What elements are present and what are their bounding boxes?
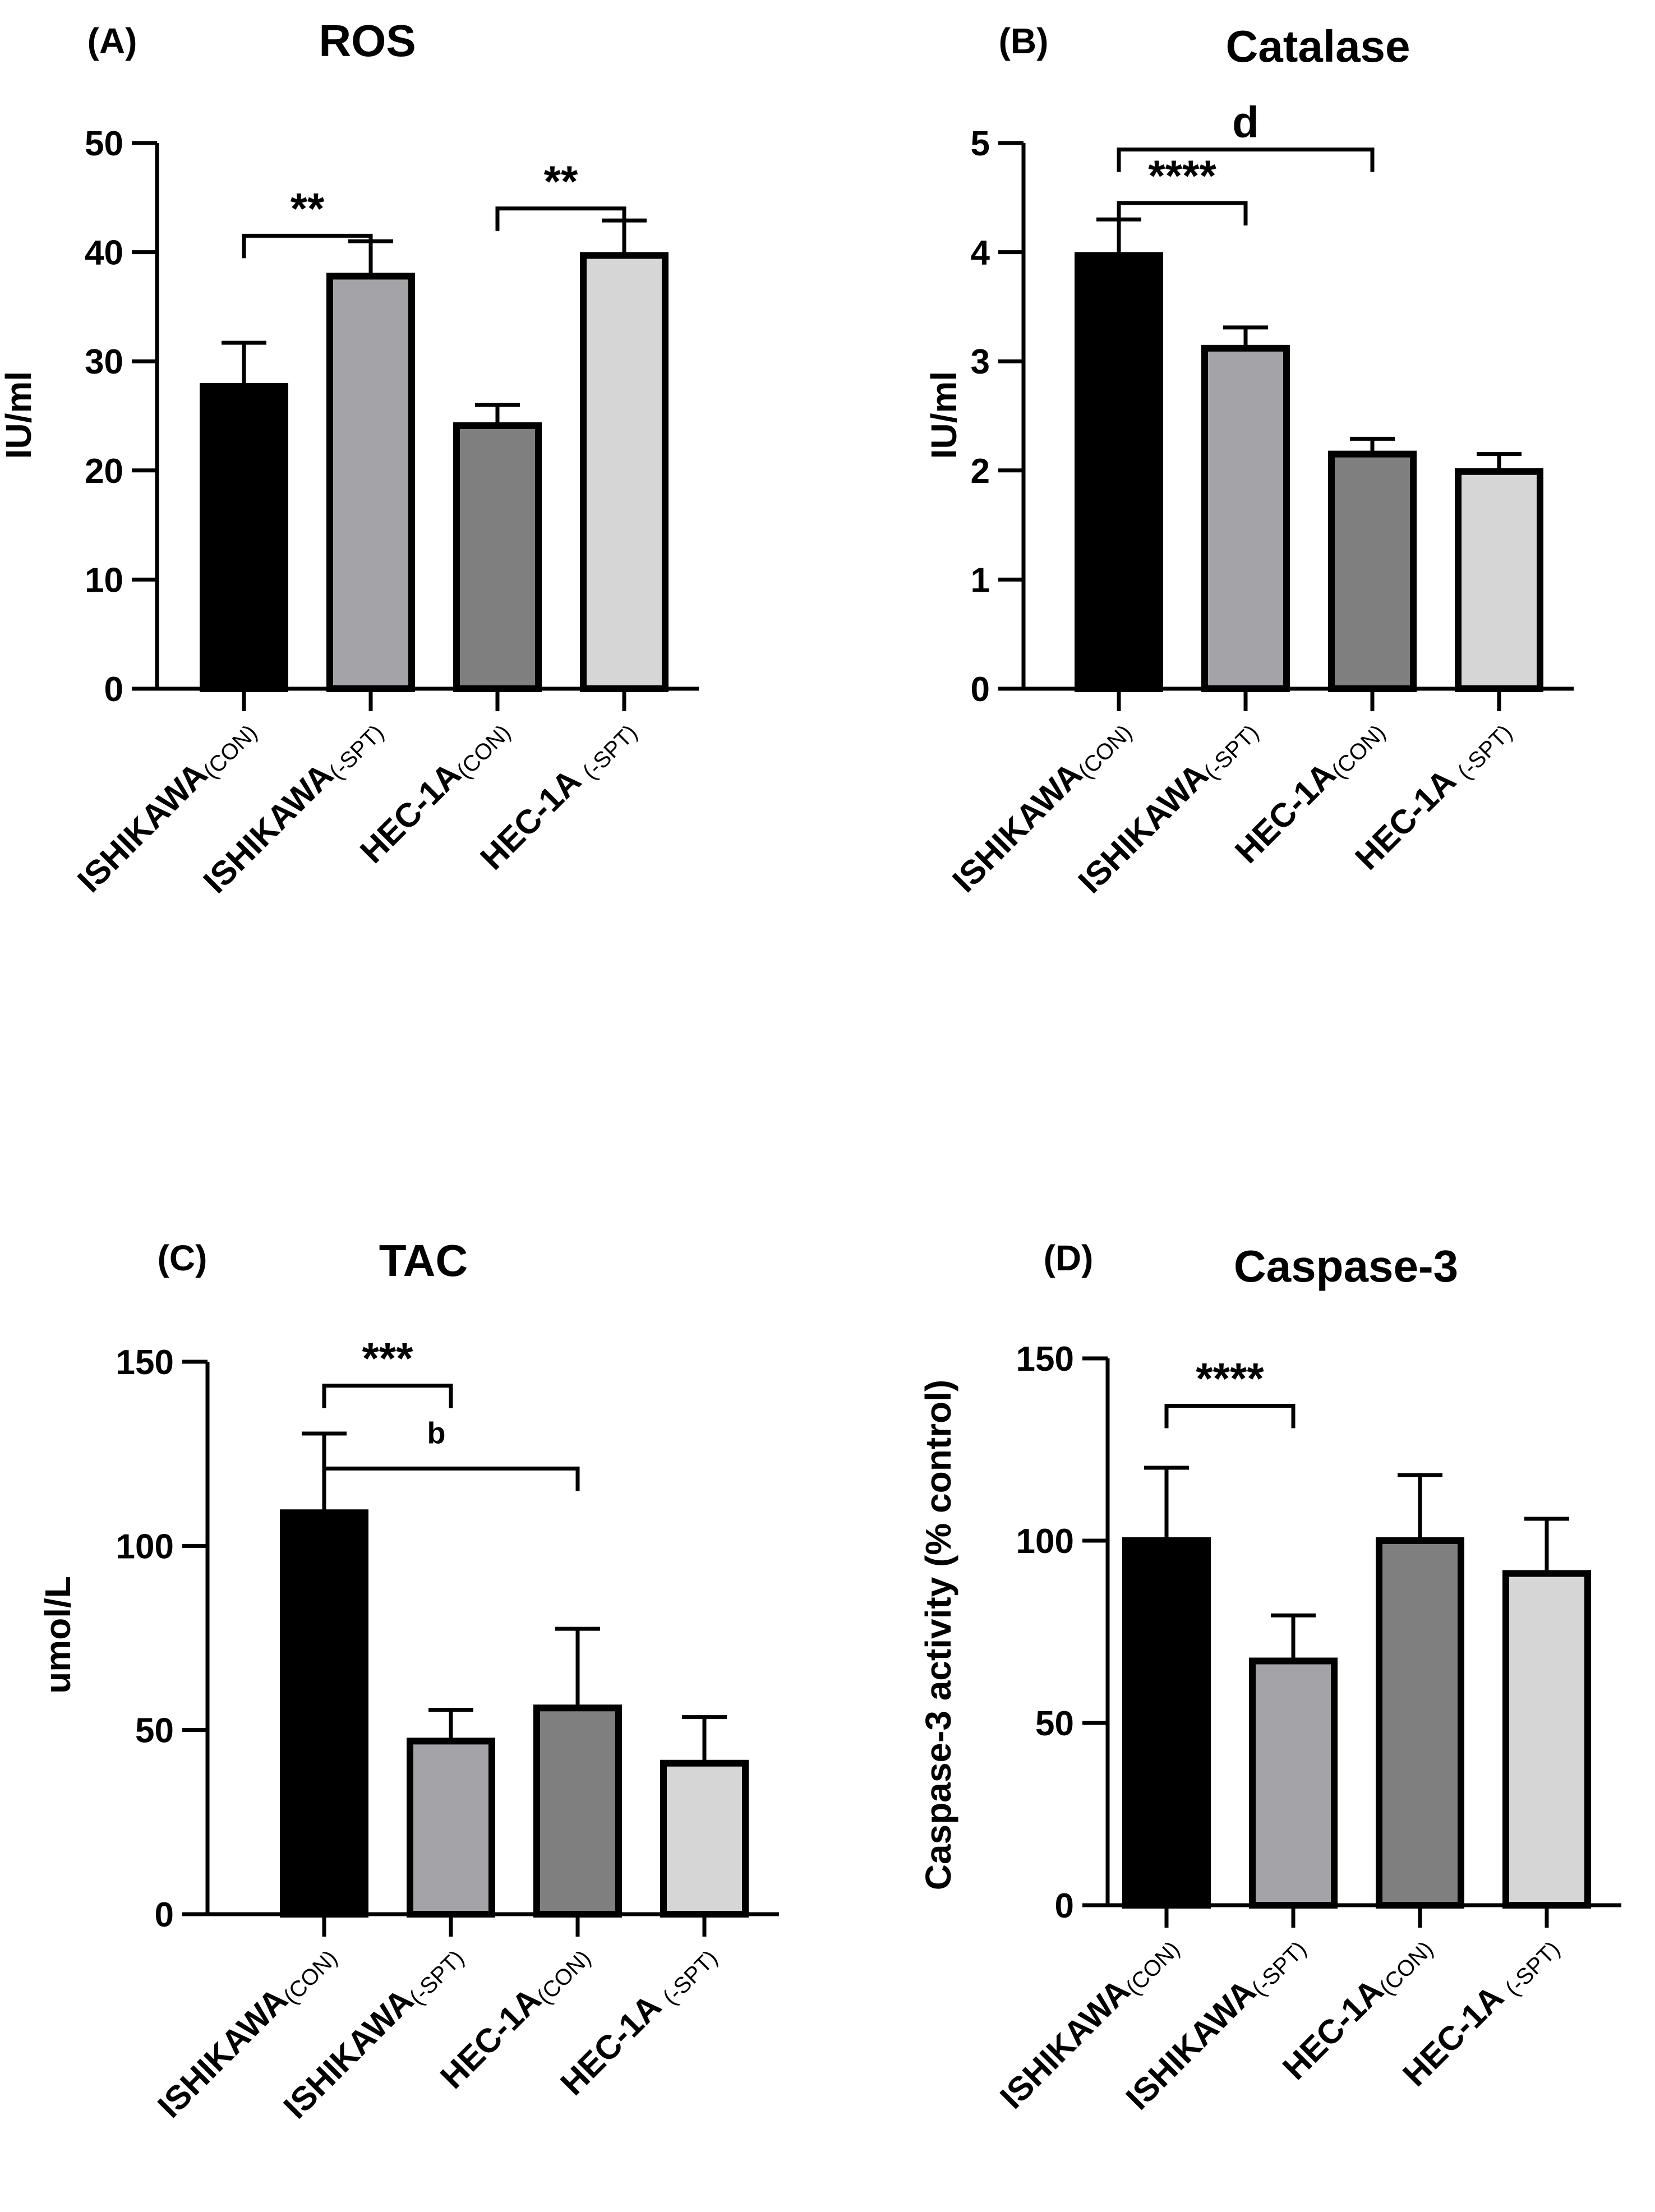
category-condition: (CON) (1327, 720, 1390, 784)
bar (1502, 1570, 1591, 1909)
x-tick-label: ISHIKAWA(-SPT) (1071, 709, 1264, 902)
panel-letter: (D) (1044, 1238, 1094, 1278)
significance-label: *** (362, 1334, 413, 1383)
category-name: HEC-1A (1275, 1972, 1390, 2087)
x-tick-label: ISHIKAWA(-SPT) (1119, 1926, 1311, 2118)
chart-panel: (A) ROSIU/ml01020304050ISHIKAWA(CON)ISHIK… (0, 16, 699, 902)
y-tick-label: 150 (116, 1343, 174, 1382)
category-name: HEC-1A (1348, 756, 1469, 877)
bar (1075, 252, 1163, 692)
bar (200, 383, 288, 692)
panel-letter: (A) (87, 21, 137, 61)
y-axis-label: IU/ml (924, 371, 964, 459)
category-condition: (-SPT) (578, 720, 642, 784)
y-tick-label: 100 (116, 1527, 174, 1566)
category-name: ISHIKAWA (150, 1981, 294, 2125)
category-condition: (CON) (199, 720, 262, 784)
category-name: ISHIKAWA (70, 755, 214, 900)
panel-title: ROS (319, 16, 416, 66)
panel-title: Caspase-3 (1234, 1241, 1458, 1291)
category-condition: (-SPT) (405, 1946, 469, 2010)
significance-bracket (1164, 1404, 1296, 1428)
category-condition: (CON) (532, 1946, 596, 2009)
category-condition: (CON) (452, 720, 515, 784)
category-condition: (-SPT) (1200, 720, 1264, 784)
bar (1122, 1537, 1211, 1909)
category-condition: (CON) (1375, 1937, 1438, 2000)
significance-label: b (427, 1416, 446, 1450)
significance-label: **** (1148, 151, 1216, 200)
category-condition: (-SPT) (325, 720, 389, 784)
category-condition: (-SPT) (1247, 1937, 1311, 2001)
category-condition: (CON) (1073, 720, 1137, 784)
significance-bracket (495, 206, 626, 231)
bar (580, 252, 669, 692)
significance-label: **** (1196, 1354, 1264, 1403)
bar (533, 1704, 622, 1918)
category-name: ISHIKAWA (945, 755, 1089, 900)
bar (453, 422, 542, 692)
x-tick-label: ISHIKAWA(-SPT) (196, 709, 389, 902)
y-tick-label: 2 (971, 452, 990, 491)
category-name: HEC-1A (1395, 1973, 1516, 2094)
significance-bracket (242, 233, 373, 259)
bar (407, 1738, 495, 1918)
y-tick-label: 0 (104, 670, 123, 709)
category-name: HEC-1A (553, 1981, 674, 2103)
y-tick-label: 1 (971, 561, 990, 600)
category-name: HEC-1A (1228, 755, 1343, 870)
y-tick-label: 5 (971, 125, 990, 163)
bar (280, 1509, 368, 1918)
significance-label: ** (544, 156, 578, 206)
chart-panel: (D) Caspase-3 Caspase-3 activity (% contro… (918, 1238, 1621, 2118)
y-axis-label: umol/L (38, 1576, 78, 1694)
y-tick-label: 0 (1055, 1887, 1074, 1925)
y-tick-label: 4 (971, 234, 990, 273)
panel-letter: (C) (158, 1238, 208, 1278)
panel-title: Catalase (1225, 21, 1410, 71)
y-tick-label: 3 (971, 343, 990, 381)
panel-title: TAC (379, 1236, 468, 1285)
category-name: HEC-1A (353, 755, 468, 870)
x-tick-label: ISHIKAWA(-SPT) (276, 1935, 469, 2127)
significance-bracket (1117, 201, 1248, 226)
significance-bracket (322, 1466, 580, 1491)
bar (1249, 1657, 1338, 1909)
panel-letter: (B) (999, 21, 1049, 61)
y-tick-label: 50 (85, 125, 123, 163)
y-tick-label: 20 (85, 452, 123, 491)
y-tick-label: 0 (155, 1896, 174, 1934)
chart-panel: (C) TACumol/L050100150ISHIKAWA(CON)ISHIKA… (38, 1236, 779, 2127)
y-tick-label: 10 (85, 561, 123, 600)
significance-label: ** (291, 183, 325, 233)
y-tick-label: 30 (85, 343, 123, 381)
y-tick-label: 50 (1035, 1704, 1074, 1743)
y-tick-label: 50 (135, 1712, 174, 1750)
bar (1328, 450, 1417, 692)
bar (1455, 468, 1543, 692)
bar (660, 1759, 749, 1918)
category-name: HEC-1A (473, 756, 594, 877)
category-condition: (-SPT) (658, 1946, 722, 2010)
category-name: HEC-1A (433, 1981, 548, 2096)
category-name: ISHIKAWA (993, 1972, 1137, 2116)
bar (1376, 1537, 1464, 1909)
bar (326, 273, 415, 692)
bar (1201, 344, 1290, 692)
y-tick-label: 150 (1016, 1340, 1074, 1379)
y-axis-label: Caspase-3 activity (% control) (918, 1380, 958, 1891)
y-tick-label: 100 (1016, 1522, 1074, 1561)
significance-bracket (322, 1384, 453, 1408)
y-axis-label: IU/ml (0, 371, 39, 459)
significance-label: d (1232, 98, 1259, 147)
category-condition: (-SPT) (1453, 720, 1517, 784)
significance-bracket (1117, 148, 1375, 172)
category-condition: (-SPT) (1501, 1937, 1565, 2001)
y-tick-label: 0 (971, 670, 990, 709)
category-condition: (CON) (279, 1946, 342, 2009)
y-tick-label: 40 (85, 234, 123, 273)
chart-panel: (B) CatalaseIU/ml012345ISHIKAWA(CON)ISHIK… (924, 21, 1574, 902)
category-condition: (CON) (1121, 1937, 1184, 2000)
